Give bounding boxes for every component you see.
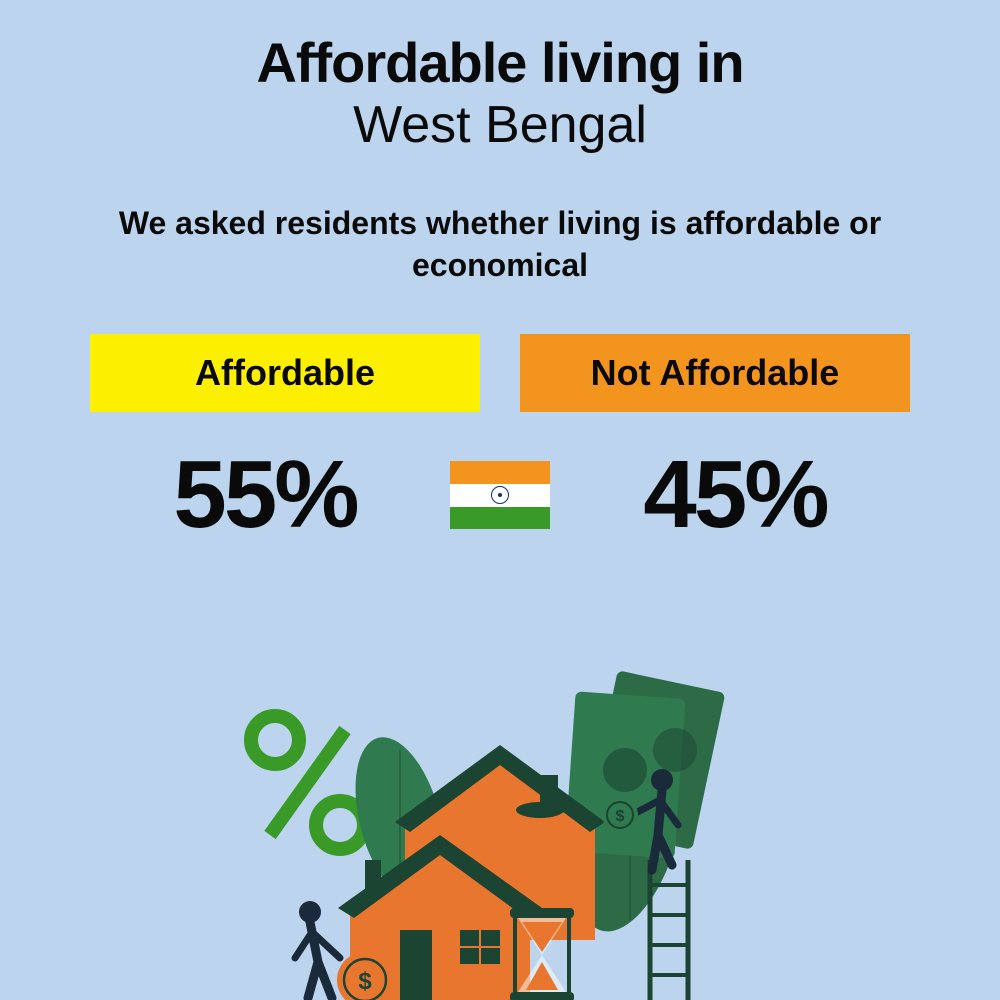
title-line1: Affordable living in — [60, 30, 940, 95]
flag-green-stripe — [450, 507, 550, 530]
not-affordable-label: Not Affordable — [520, 334, 910, 412]
affordable-percent: 55% — [90, 440, 440, 550]
flag-white-stripe — [450, 484, 550, 507]
chakra-icon — [491, 486, 509, 504]
title-line2: West Bengal — [60, 95, 940, 155]
svg-text:$: $ — [358, 968, 372, 995]
labels-row: Affordable Not Affordable — [60, 334, 940, 412]
not-affordable-percent: 45% — [560, 440, 910, 550]
housing-money-illustration: $ $ — [200, 640, 800, 1000]
percent-icon — [251, 716, 364, 849]
results-row: 55% 45% — [60, 440, 940, 550]
affordable-label: Affordable — [90, 334, 480, 412]
india-flag-icon — [450, 461, 550, 529]
subtitle-text: We asked residents whether living is aff… — [60, 203, 940, 286]
svg-text:$: $ — [616, 808, 625, 825]
flag-saffron-stripe — [450, 461, 550, 484]
